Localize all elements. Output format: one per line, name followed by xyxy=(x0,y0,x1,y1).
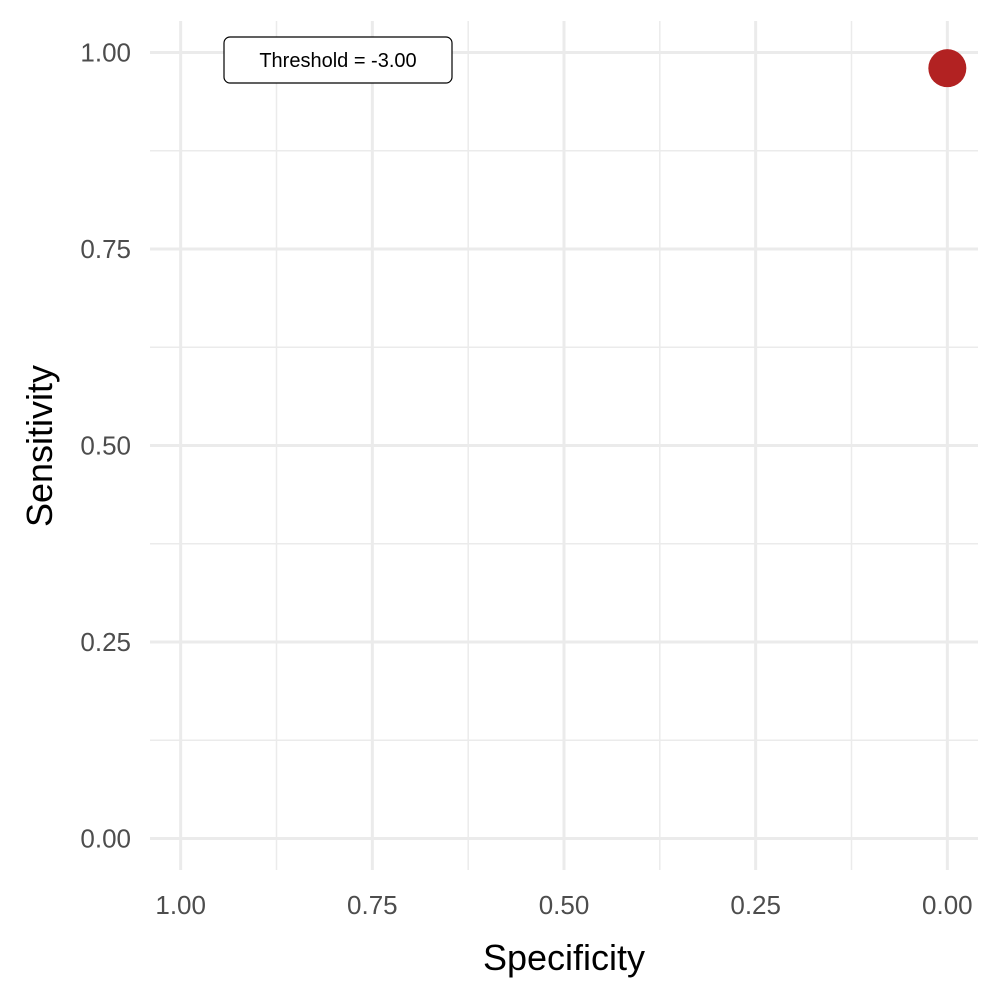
y-tick-label: 0.25 xyxy=(80,627,131,657)
annotation-box xyxy=(223,36,453,84)
annotation-label: Threshold = -3.00 xyxy=(259,50,416,72)
y-axis-tick-labels: 0.00 0.25 0.50 0.75 1.00 xyxy=(80,37,131,853)
x-tick-label: 0.50 xyxy=(539,890,590,920)
x-axis-tick-labels: 1.00 0.75 0.50 0.25 0.00 xyxy=(155,890,972,920)
x-tick-label: 0.25 xyxy=(730,890,781,920)
y-tick-label: 0.50 xyxy=(80,431,131,461)
data-points xyxy=(928,49,967,88)
x-tick-label: 1.00 xyxy=(155,890,206,920)
x-tick-label: 0.00 xyxy=(922,890,973,920)
y-axis-title: Sensitivity xyxy=(19,365,60,527)
y-tick-label: 0.00 xyxy=(80,824,131,854)
x-tick-label: 0.75 xyxy=(347,890,398,920)
major-gridlines xyxy=(150,21,978,870)
threshold-annotation: Threshold = -3.00 xyxy=(223,36,453,84)
data-point xyxy=(928,49,967,88)
x-axis-title: Specificity xyxy=(483,937,645,978)
y-tick-label: 0.75 xyxy=(80,234,131,264)
y-tick-label: 1.00 xyxy=(80,37,131,67)
